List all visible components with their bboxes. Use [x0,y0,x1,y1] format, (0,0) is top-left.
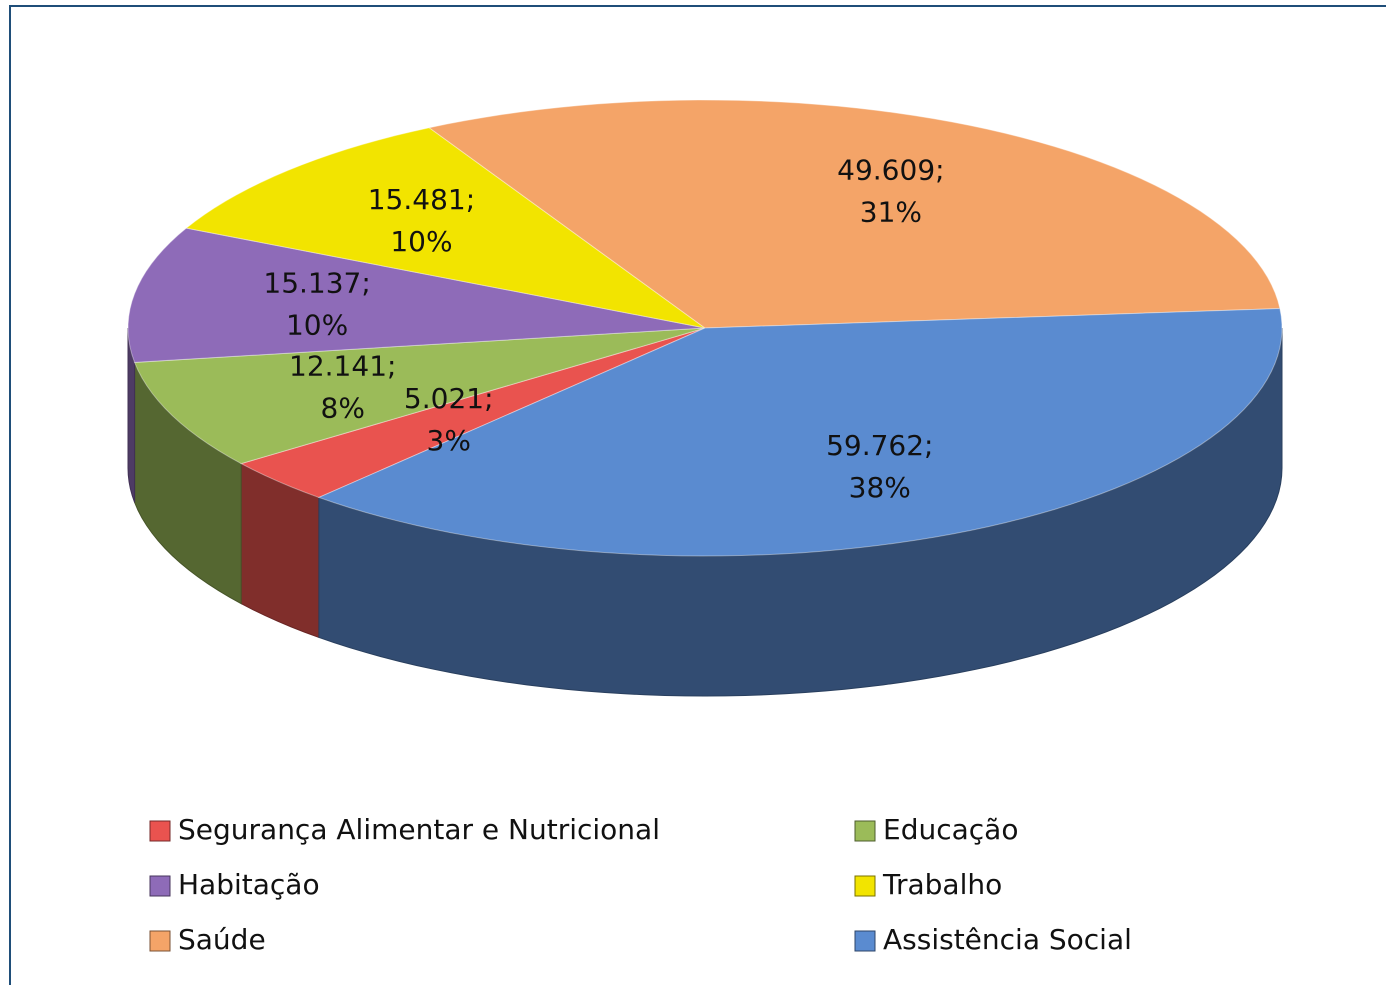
slice [317,308,1283,557]
legend-swatch [854,820,876,842]
data-label: 15.137; [263,267,370,300]
legend-swatch [854,875,876,897]
slice [185,127,706,329]
data-label: 10% [286,309,348,342]
legend-swatch [854,930,876,952]
legend-swatch [149,875,171,897]
data-label: 8% [321,392,365,425]
legend-swatch [149,930,171,952]
data-label: 31% [860,195,922,228]
legend-label: Saúde [178,923,266,956]
legend-label: Assistência Social [883,923,1132,956]
data-label: 49.609; [837,153,944,186]
slice-side [127,327,136,503]
data-label: 38% [849,471,911,504]
data-label: 5.021; [404,382,494,415]
data-label: 15.481; [368,183,475,216]
slice [428,99,1281,329]
data-label: 12.141; [289,350,396,383]
data-label: 59.762; [826,429,933,462]
slice [133,327,706,465]
legend-label: Habitação [178,868,320,901]
legend-label: Segurança Alimentar e Nutricional [178,813,660,846]
data-label: 3% [427,424,471,457]
slice [127,227,706,363]
legend-label: Trabalho [882,868,1002,901]
slice [239,327,706,498]
data-label: 10% [390,225,452,258]
frame [9,5,1386,985]
legend-label: Educação [883,813,1018,846]
legend-swatch [149,820,171,842]
